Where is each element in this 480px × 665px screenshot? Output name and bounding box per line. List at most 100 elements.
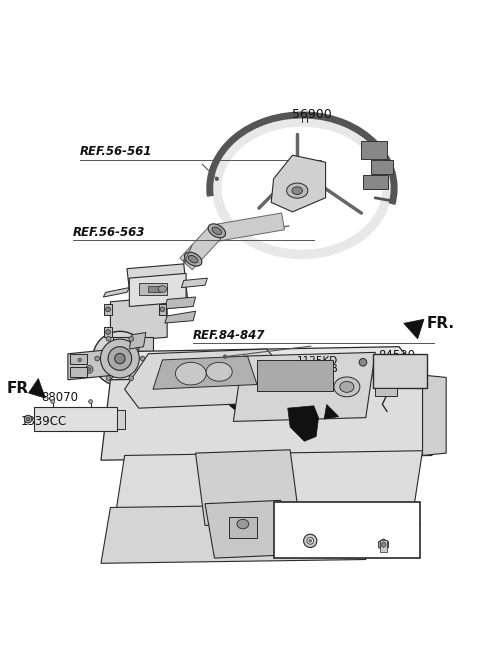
Ellipse shape [85, 366, 93, 373]
Polygon shape [101, 503, 375, 563]
Ellipse shape [158, 286, 167, 293]
Text: 1339CC: 1339CC [21, 415, 67, 428]
Ellipse shape [304, 534, 317, 547]
Bar [363, 176, 388, 189]
Polygon shape [205, 500, 290, 558]
Ellipse shape [292, 187, 302, 194]
Polygon shape [233, 352, 375, 422]
Text: 84530: 84530 [378, 348, 415, 362]
Bar [139, 283, 167, 295]
Bar [70, 354, 87, 364]
Ellipse shape [51, 400, 55, 404]
Polygon shape [68, 346, 139, 380]
Bar [70, 366, 87, 377]
Ellipse shape [108, 346, 132, 370]
Polygon shape [324, 404, 339, 419]
Polygon shape [379, 539, 388, 551]
Polygon shape [422, 375, 446, 456]
Polygon shape [125, 349, 281, 408]
Ellipse shape [129, 336, 133, 341]
Ellipse shape [106, 376, 111, 380]
Ellipse shape [184, 252, 202, 266]
Ellipse shape [95, 356, 99, 361]
Polygon shape [213, 213, 285, 241]
Text: 1125GB: 1125GB [297, 364, 338, 374]
Bar [380, 540, 387, 552]
Polygon shape [127, 264, 189, 311]
Ellipse shape [106, 307, 110, 312]
Polygon shape [153, 356, 257, 389]
Text: 56900: 56900 [292, 108, 332, 120]
Ellipse shape [334, 377, 360, 397]
Ellipse shape [160, 307, 165, 312]
Ellipse shape [140, 356, 145, 361]
Ellipse shape [359, 358, 367, 366]
Bar [375, 388, 396, 396]
Polygon shape [404, 319, 424, 339]
Polygon shape [165, 297, 195, 309]
Text: 88070: 88070 [41, 391, 78, 404]
Text: 1125KB: 1125KB [362, 508, 405, 518]
Ellipse shape [215, 177, 219, 181]
Text: 1125KD: 1125KD [297, 356, 338, 366]
Ellipse shape [26, 418, 30, 421]
Ellipse shape [287, 183, 308, 198]
Polygon shape [180, 227, 221, 270]
Ellipse shape [76, 356, 84, 364]
Ellipse shape [307, 537, 313, 544]
Polygon shape [195, 450, 300, 525]
Text: REF.56-563: REF.56-563 [72, 226, 145, 239]
Ellipse shape [78, 358, 81, 362]
Ellipse shape [106, 330, 110, 334]
Bar [34, 407, 117, 431]
Ellipse shape [89, 400, 93, 404]
Bar [274, 502, 420, 558]
Bar [228, 517, 257, 538]
Bar [371, 160, 393, 174]
Ellipse shape [100, 339, 139, 378]
Ellipse shape [115, 353, 125, 364]
Polygon shape [181, 278, 207, 287]
Ellipse shape [340, 382, 354, 392]
Ellipse shape [87, 368, 91, 371]
Polygon shape [113, 337, 153, 380]
Bar [159, 304, 166, 315]
Bar [373, 354, 427, 388]
Polygon shape [381, 542, 386, 547]
Text: REF.84-847: REF.84-847 [193, 329, 265, 342]
Bar [361, 141, 387, 159]
Polygon shape [165, 311, 195, 323]
Polygon shape [115, 451, 422, 517]
Bar [117, 410, 125, 428]
Polygon shape [288, 406, 319, 442]
Bar [257, 360, 333, 390]
Ellipse shape [106, 336, 111, 341]
Bar [104, 327, 112, 337]
Ellipse shape [206, 362, 232, 381]
Ellipse shape [212, 117, 392, 259]
Ellipse shape [222, 127, 383, 250]
Ellipse shape [237, 519, 249, 529]
Ellipse shape [176, 362, 206, 385]
Text: REF.56-561: REF.56-561 [80, 146, 152, 158]
Polygon shape [129, 273, 186, 307]
Ellipse shape [212, 227, 222, 235]
Text: FR.: FR. [426, 317, 455, 331]
Polygon shape [29, 378, 45, 398]
Ellipse shape [309, 539, 312, 542]
Ellipse shape [189, 255, 198, 263]
Bar [104, 304, 112, 315]
Text: 1338AC: 1338AC [288, 508, 332, 518]
Ellipse shape [223, 354, 227, 358]
Text: FR.: FR. [7, 381, 35, 396]
Polygon shape [110, 297, 167, 342]
Ellipse shape [24, 415, 32, 423]
Polygon shape [103, 287, 129, 297]
Ellipse shape [208, 224, 226, 238]
Polygon shape [101, 375, 432, 460]
Ellipse shape [183, 259, 187, 263]
Polygon shape [129, 332, 146, 349]
Polygon shape [110, 346, 422, 380]
Polygon shape [271, 155, 325, 212]
Bar [148, 286, 160, 292]
